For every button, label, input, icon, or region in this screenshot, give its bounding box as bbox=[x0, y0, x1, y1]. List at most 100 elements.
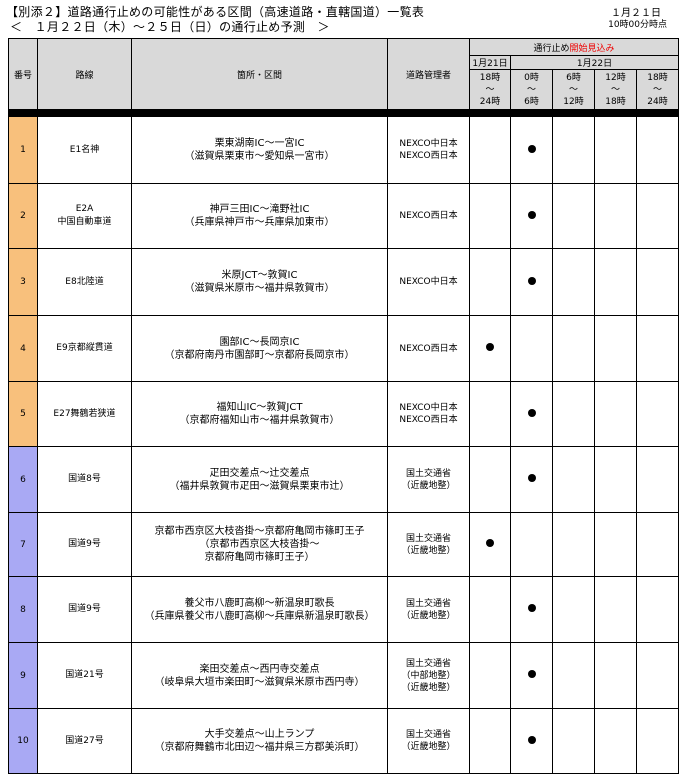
time-slot-cell bbox=[469, 576, 511, 643]
section-name: 福知山IC～敦賀JCT bbox=[216, 402, 303, 413]
time-slot-cell bbox=[552, 642, 595, 709]
table-row: 8 国道9号 養父市八鹿町高柳～新温泉町歌長 （兵庫県養父市八鹿町高柳～兵庫県新温泉町… bbox=[8, 576, 679, 643]
manager-cell: 国土交通省 （近畿地整） bbox=[387, 576, 470, 643]
time-slot-cell bbox=[469, 116, 511, 184]
section-location: （兵庫県神戸市～兵庫県加東市） bbox=[184, 217, 335, 228]
closure-dot-icon bbox=[527, 604, 536, 612]
closure-dot-icon bbox=[527, 735, 536, 744]
manager-name: （近畿地整） bbox=[401, 610, 456, 621]
time-slot-cell bbox=[636, 315, 679, 382]
time-slot-cell bbox=[510, 512, 553, 577]
route-subname: 中国自動車道 bbox=[57, 217, 112, 227]
closure-dot-icon bbox=[527, 474, 536, 482]
closure-label: 通行止め bbox=[533, 43, 570, 54]
route-cell: 国道21号 bbox=[37, 642, 132, 709]
time-slot-cell bbox=[636, 248, 679, 316]
section-cell: 福知山IC～敦賀JCT （京都府福知山市～福井県敦賀市） bbox=[131, 381, 388, 447]
route-cell: E1名神 bbox=[37, 116, 132, 184]
route-cell: 国道27号 bbox=[37, 708, 132, 774]
slot-end: 12時 bbox=[563, 96, 584, 107]
section-name: 楽田交差点～西円寺交差点 bbox=[199, 663, 320, 675]
route-cell: E9京都縦貫道 bbox=[37, 315, 132, 382]
row-number: 4 bbox=[8, 315, 38, 382]
section-location: （京都市西京区大枝沓掛～ bbox=[199, 539, 320, 550]
row-number: 6 bbox=[8, 446, 38, 513]
section-name: 栗東湖南IC～一宮IC bbox=[214, 138, 305, 149]
time-slot-cell bbox=[510, 576, 553, 643]
route-name: 国道9号 bbox=[68, 604, 101, 614]
time-slot-cell bbox=[510, 183, 553, 249]
time-slot-cell bbox=[594, 183, 637, 249]
row-number: 3 bbox=[8, 248, 38, 316]
header-time-slot: 6時～ 12時 bbox=[552, 69, 595, 110]
route-name: 国道21号 bbox=[65, 670, 104, 680]
time-slot-cell bbox=[636, 708, 679, 774]
time-slot-cell bbox=[636, 512, 679, 577]
time-slot-cell bbox=[469, 183, 511, 249]
manager-name: 国土交通省 bbox=[405, 598, 451, 609]
section-location: （滋賀県栗東市～愛知県一宮市） bbox=[184, 151, 335, 162]
manager-name: （近畿地整） bbox=[401, 742, 456, 752]
closure-dot-icon bbox=[486, 343, 494, 351]
time-slot-cell bbox=[510, 248, 553, 316]
section-location: （京都府福知山市～福井県敦賀市） bbox=[179, 415, 340, 426]
section-location: （京都府南丹市園部町～京都府長岡京市） bbox=[164, 349, 355, 361]
manager-name: NEXCO中日本 bbox=[399, 403, 458, 413]
time-slot-cell bbox=[552, 708, 595, 774]
row-number: 5 bbox=[8, 381, 38, 447]
time-slot-cell bbox=[510, 381, 553, 447]
section-location: （兵庫県養父市八鹿町高柳～兵庫県新温泉町歌長） bbox=[144, 610, 375, 622]
section-cell: 養父市八鹿町高柳～新温泉町歌長 （兵庫県養父市八鹿町高柳～兵庫県新温泉町歌長） bbox=[131, 576, 388, 643]
section-cell: 楽田交差点～西円寺交差点 （岐阜県大垣市楽田町～滋賀県米原市西円寺） bbox=[131, 642, 388, 709]
route-cell: 国道9号 bbox=[37, 512, 132, 577]
closure-dot-icon bbox=[486, 539, 494, 547]
header-number: 番号 bbox=[8, 38, 38, 110]
forecast-period: ＜ １月２２日（木）～２５日（日）の通行止め予測 ＞ bbox=[10, 20, 330, 34]
section-cell: 園部IC～長岡京IC （京都府南丹市園部町～京都府長岡京市） bbox=[131, 315, 388, 382]
manager-name: NEXCO西日本 bbox=[399, 211, 458, 221]
header-divider bbox=[8, 109, 679, 117]
manager-name: NEXCO西日本 bbox=[399, 343, 458, 354]
time-slot-cell bbox=[594, 381, 637, 447]
header-time-slot: 18時～ 24時 bbox=[636, 69, 679, 110]
time-slot-cell bbox=[510, 315, 553, 382]
manager-name: NEXCO中日本 bbox=[399, 139, 458, 149]
time-slot-cell bbox=[594, 642, 637, 709]
slot-end: 24時 bbox=[479, 96, 501, 107]
route-name: E8北陸道 bbox=[65, 276, 104, 287]
manager-name: （近畿地整） bbox=[401, 545, 456, 556]
time-slot-cell bbox=[552, 576, 595, 643]
row-number: 1 bbox=[8, 116, 38, 184]
slot-tilde: ～ bbox=[485, 84, 495, 95]
time-slot-cell bbox=[510, 116, 553, 184]
closure-dot-icon bbox=[527, 408, 536, 417]
row-number: 8 bbox=[8, 576, 38, 643]
slot-start: 6時 bbox=[566, 72, 581, 83]
manager-name: NEXCO西日本 bbox=[399, 151, 458, 161]
table-row: 6 国道8号 疋田交差点～辻交差点 （福井県敦賀市疋田～滋賀県栗東市辻） 国土交通省 （近… bbox=[8, 446, 679, 513]
section-location: （岐阜県大垣市楽田町～滋賀県米原市西円寺） bbox=[154, 676, 365, 688]
time-slot-cell bbox=[510, 446, 553, 513]
table-row: 2 E2A 中国自動車道 神戸三田IC～滝野社IC （兵庫県神戸市～兵庫県加東市） NEX… bbox=[8, 183, 679, 249]
header-date-1: 1月21日 bbox=[469, 55, 511, 70]
closure-dot-icon bbox=[527, 670, 536, 678]
manager-cell: 国土交通省 （近畿地整） bbox=[387, 512, 470, 577]
time-slot-cell bbox=[594, 116, 637, 184]
route-name: E1名神 bbox=[69, 144, 100, 155]
manager-cell: 国土交通省 （近畿地整） bbox=[387, 446, 470, 513]
time-slot-cell bbox=[552, 315, 595, 382]
route-cell: E8北陸道 bbox=[37, 248, 132, 316]
slot-end: 18時 bbox=[605, 96, 626, 107]
time-slot-cell bbox=[469, 248, 511, 316]
manager-name: NEXCO西日本 bbox=[399, 415, 458, 425]
section-name: 神戸三田IC～滝野社IC bbox=[209, 204, 310, 215]
route-cell: E2A 中国自動車道 bbox=[37, 183, 132, 249]
time-slot-cell bbox=[552, 116, 595, 184]
section-cell: 米原JCT～敦賀IC （滋賀県米原市～福井県敦賀市） bbox=[131, 248, 388, 316]
closure-dot-icon bbox=[527, 276, 536, 285]
time-slot-cell bbox=[636, 576, 679, 643]
row-number: 7 bbox=[8, 512, 38, 577]
time-slot-cell bbox=[636, 116, 679, 184]
time-slot-cell bbox=[510, 642, 553, 709]
section-name: 京都市西京区大枝沓掛～京都府亀岡市篠町王子 bbox=[154, 526, 365, 537]
